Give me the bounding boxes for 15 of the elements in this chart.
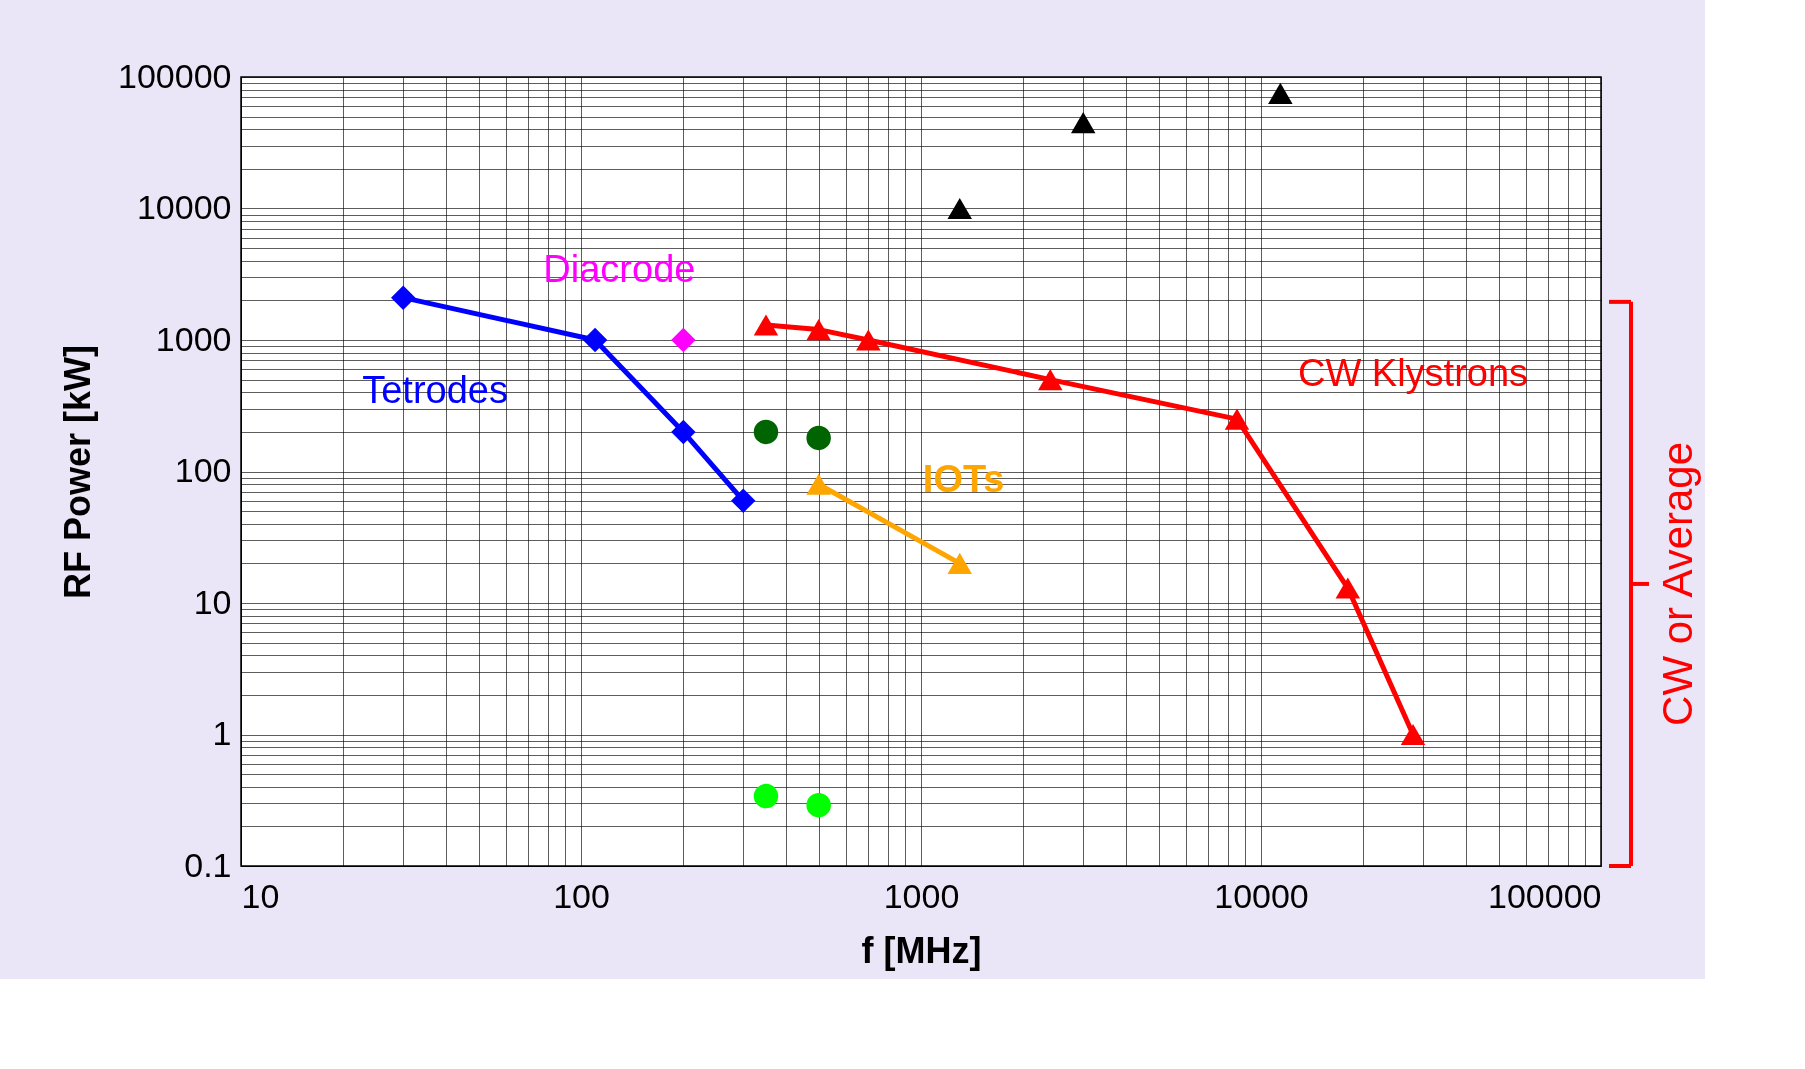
x-tick-label: 10 <box>241 876 280 915</box>
y-tick-label: 10 <box>193 582 232 621</box>
y-tick-label: 0.1 <box>184 845 232 884</box>
y-tick-label: 100 <box>174 451 232 489</box>
x-tick-label: 100000 <box>1488 876 1602 915</box>
y-axis-title: RF Power [kW] <box>57 344 99 600</box>
x-tick-label: 1000 <box>883 876 960 915</box>
y-tick-label: 100000 <box>118 56 232 95</box>
x-tick-label: 10000 <box>1214 876 1309 915</box>
x-tick-label: 100 <box>553 876 610 915</box>
y-tick-label: 1000 <box>155 319 232 358</box>
text: CW or Average <box>1654 441 1701 726</box>
x-axis-title: f [MHz] <box>861 929 982 971</box>
y-tick-label: 10000 <box>136 188 232 226</box>
y-tick-label: 1 <box>212 714 232 752</box>
